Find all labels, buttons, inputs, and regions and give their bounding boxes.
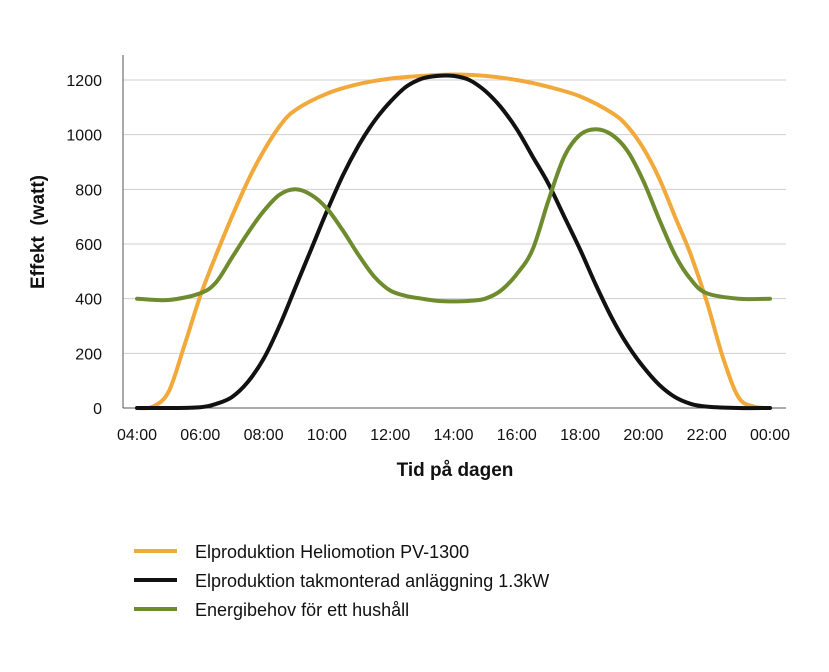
legend-item: Energibehov för ett hushåll <box>134 600 409 620</box>
gridlines <box>123 79 786 354</box>
y-tick-label: 600 <box>75 237 102 254</box>
series-line-rooftop <box>135 73 772 411</box>
x-tick-label: 14:00 <box>433 427 473 444</box>
x-tick-label: 18:00 <box>560 427 600 444</box>
legend-label: Energibehov för ett hushåll <box>195 600 409 620</box>
x-tick-label: 00:00 <box>750 427 790 444</box>
y-tick-label: 0 <box>93 401 102 418</box>
x-tick-label: 04:00 <box>117 427 157 444</box>
y-tick-label: 400 <box>75 292 102 309</box>
y-tick-label: 1200 <box>66 73 102 90</box>
y-axis-title: Effekt (watt) <box>28 175 49 289</box>
x-tick-label: 20:00 <box>623 427 663 444</box>
legend: Elproduktion Heliomotion PV-1300 Elproduk… <box>134 542 549 620</box>
series-lines <box>135 72 772 411</box>
series-line-heliomotion <box>135 72 772 411</box>
x-tick-labels: 04:00 06:00 08:00 10:00 12:00 14:00 16:00 18:00… <box>117 427 790 444</box>
y-tick-label: 800 <box>75 182 102 199</box>
legend-label: Elproduktion Heliomotion PV-1300 <box>195 542 469 562</box>
legend-item: Elproduktion Heliomotion PV-1300 <box>134 542 469 562</box>
legend-item: Elproduktion takmonterad anläggning 1.3k… <box>134 571 549 591</box>
x-tick-label: 08:00 <box>244 427 284 444</box>
x-tick-label: 22:00 <box>687 427 727 444</box>
axes <box>122 55 786 409</box>
y-tick-labels: 0 200 400 600 800 1000 1200 <box>66 73 102 418</box>
x-axis-title: Tid på dagen <box>397 460 514 481</box>
x-tick-label: 16:00 <box>497 427 537 444</box>
legend-label: Elproduktion takmonterad anläggning 1.3k… <box>195 571 549 591</box>
y-tick-label: 200 <box>75 346 102 363</box>
x-tick-label: 06:00 <box>180 427 220 444</box>
x-tick-label: 12:00 <box>370 427 410 444</box>
y-tick-label: 1000 <box>66 128 102 145</box>
series-line-household <box>135 127 772 304</box>
x-tick-label: 10:00 <box>307 427 347 444</box>
